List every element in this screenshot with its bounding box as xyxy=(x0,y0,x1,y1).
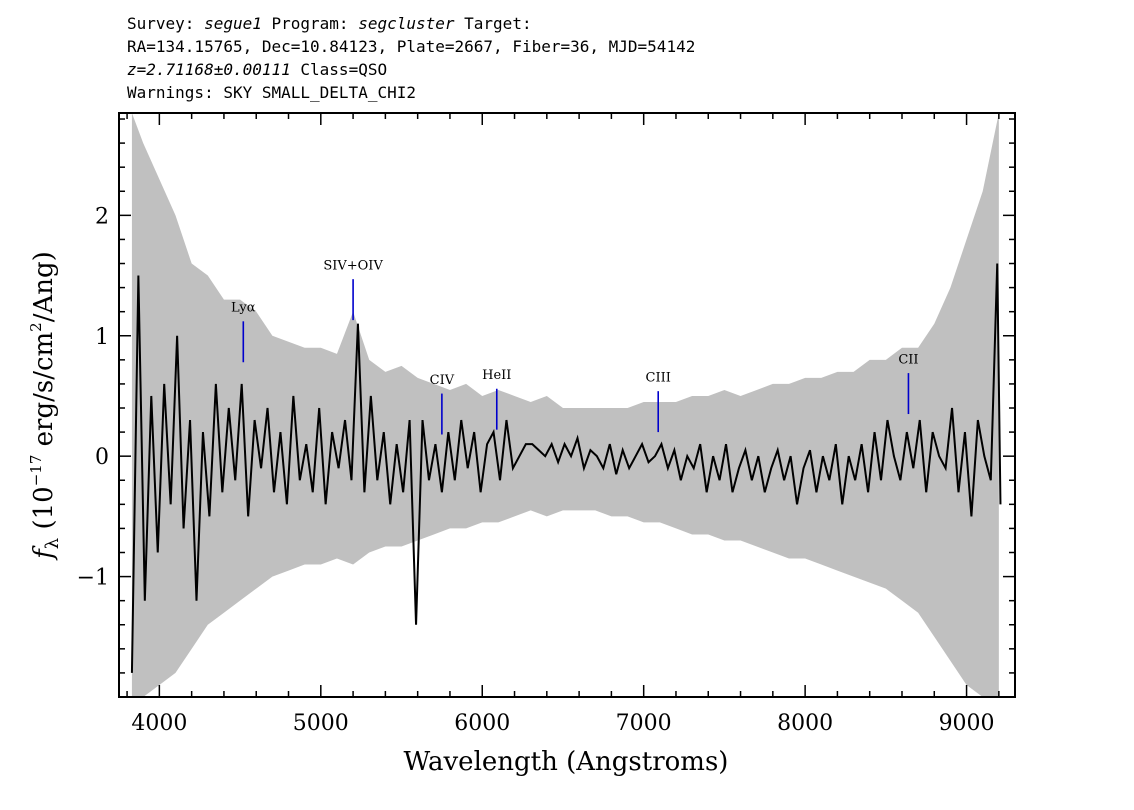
x-axis-title: Wavelength (Angstroms) xyxy=(404,747,729,777)
x-tick-label: 4000 xyxy=(131,711,187,736)
line-label-siv-oiv: SIV+OIV xyxy=(323,259,383,274)
line-label-civ: CIV xyxy=(430,373,455,388)
y-axis-title-lambda: λ xyxy=(42,538,63,549)
y-axis-title: fλ (10−17 erg/s/cm2/Ang) xyxy=(27,251,63,561)
y-tick-label: 0 xyxy=(95,445,109,470)
x-tick-label: 8000 xyxy=(777,711,833,736)
x-tick-label: 7000 xyxy=(616,711,672,736)
header-warnings: Warnings: SKY SMALL_DELTA_CHI2 xyxy=(127,83,416,102)
y-tick-label: 2 xyxy=(95,204,109,229)
y-axis-title-exp: −17 xyxy=(27,455,45,487)
line-markers-layer: Lyα SIV+OIV CIV HeII CIII CII xyxy=(231,259,919,435)
header-program-value: segcluster xyxy=(358,14,455,33)
y-axis-title-sq: 2 xyxy=(27,322,45,332)
header-class: Class=QSO xyxy=(290,60,388,79)
y-tick-label: 1 xyxy=(95,325,109,350)
error-band xyxy=(131,113,999,697)
x-tick-label: 5000 xyxy=(293,711,349,736)
y-tick-label: −1 xyxy=(77,566,109,591)
line-label-cii: CII xyxy=(898,352,918,367)
line-label-heii: HeII xyxy=(482,368,511,383)
header-survey-prefix: Survey: xyxy=(127,14,205,33)
x-tick-label: 6000 xyxy=(454,711,510,736)
header-coordinates: RA=134.15765, Dec=10.84123, Plate=2667, … xyxy=(127,37,696,56)
x-tick-label: 9000 xyxy=(939,711,995,736)
header-survey-value: segue1 xyxy=(204,14,262,33)
spectrum-header: Survey: segue1 Program: segcluster Targe… xyxy=(127,12,695,104)
flux-line-layer xyxy=(130,263,1002,673)
y-axis-title-open: (10 xyxy=(29,486,59,538)
plot-frame xyxy=(118,112,1016,698)
header-target-label: Target: xyxy=(454,14,532,33)
header-program-prefix: Program: xyxy=(261,14,359,33)
error-band-layer xyxy=(131,113,999,697)
header-redshift: z=2.71168±0.00111 xyxy=(127,60,291,79)
line-label-ciii: CIII xyxy=(646,371,671,386)
flux-line xyxy=(130,263,1002,673)
line-label-ly-: Lyα xyxy=(231,301,256,316)
axes-layer: 4000 5000 6000 7000 8000 9000 −1 0 1 2 xyxy=(77,112,1016,736)
y-axis-title-close: /Ang) xyxy=(29,251,59,322)
y-axis-title-units: erg/s/cm xyxy=(29,332,59,455)
